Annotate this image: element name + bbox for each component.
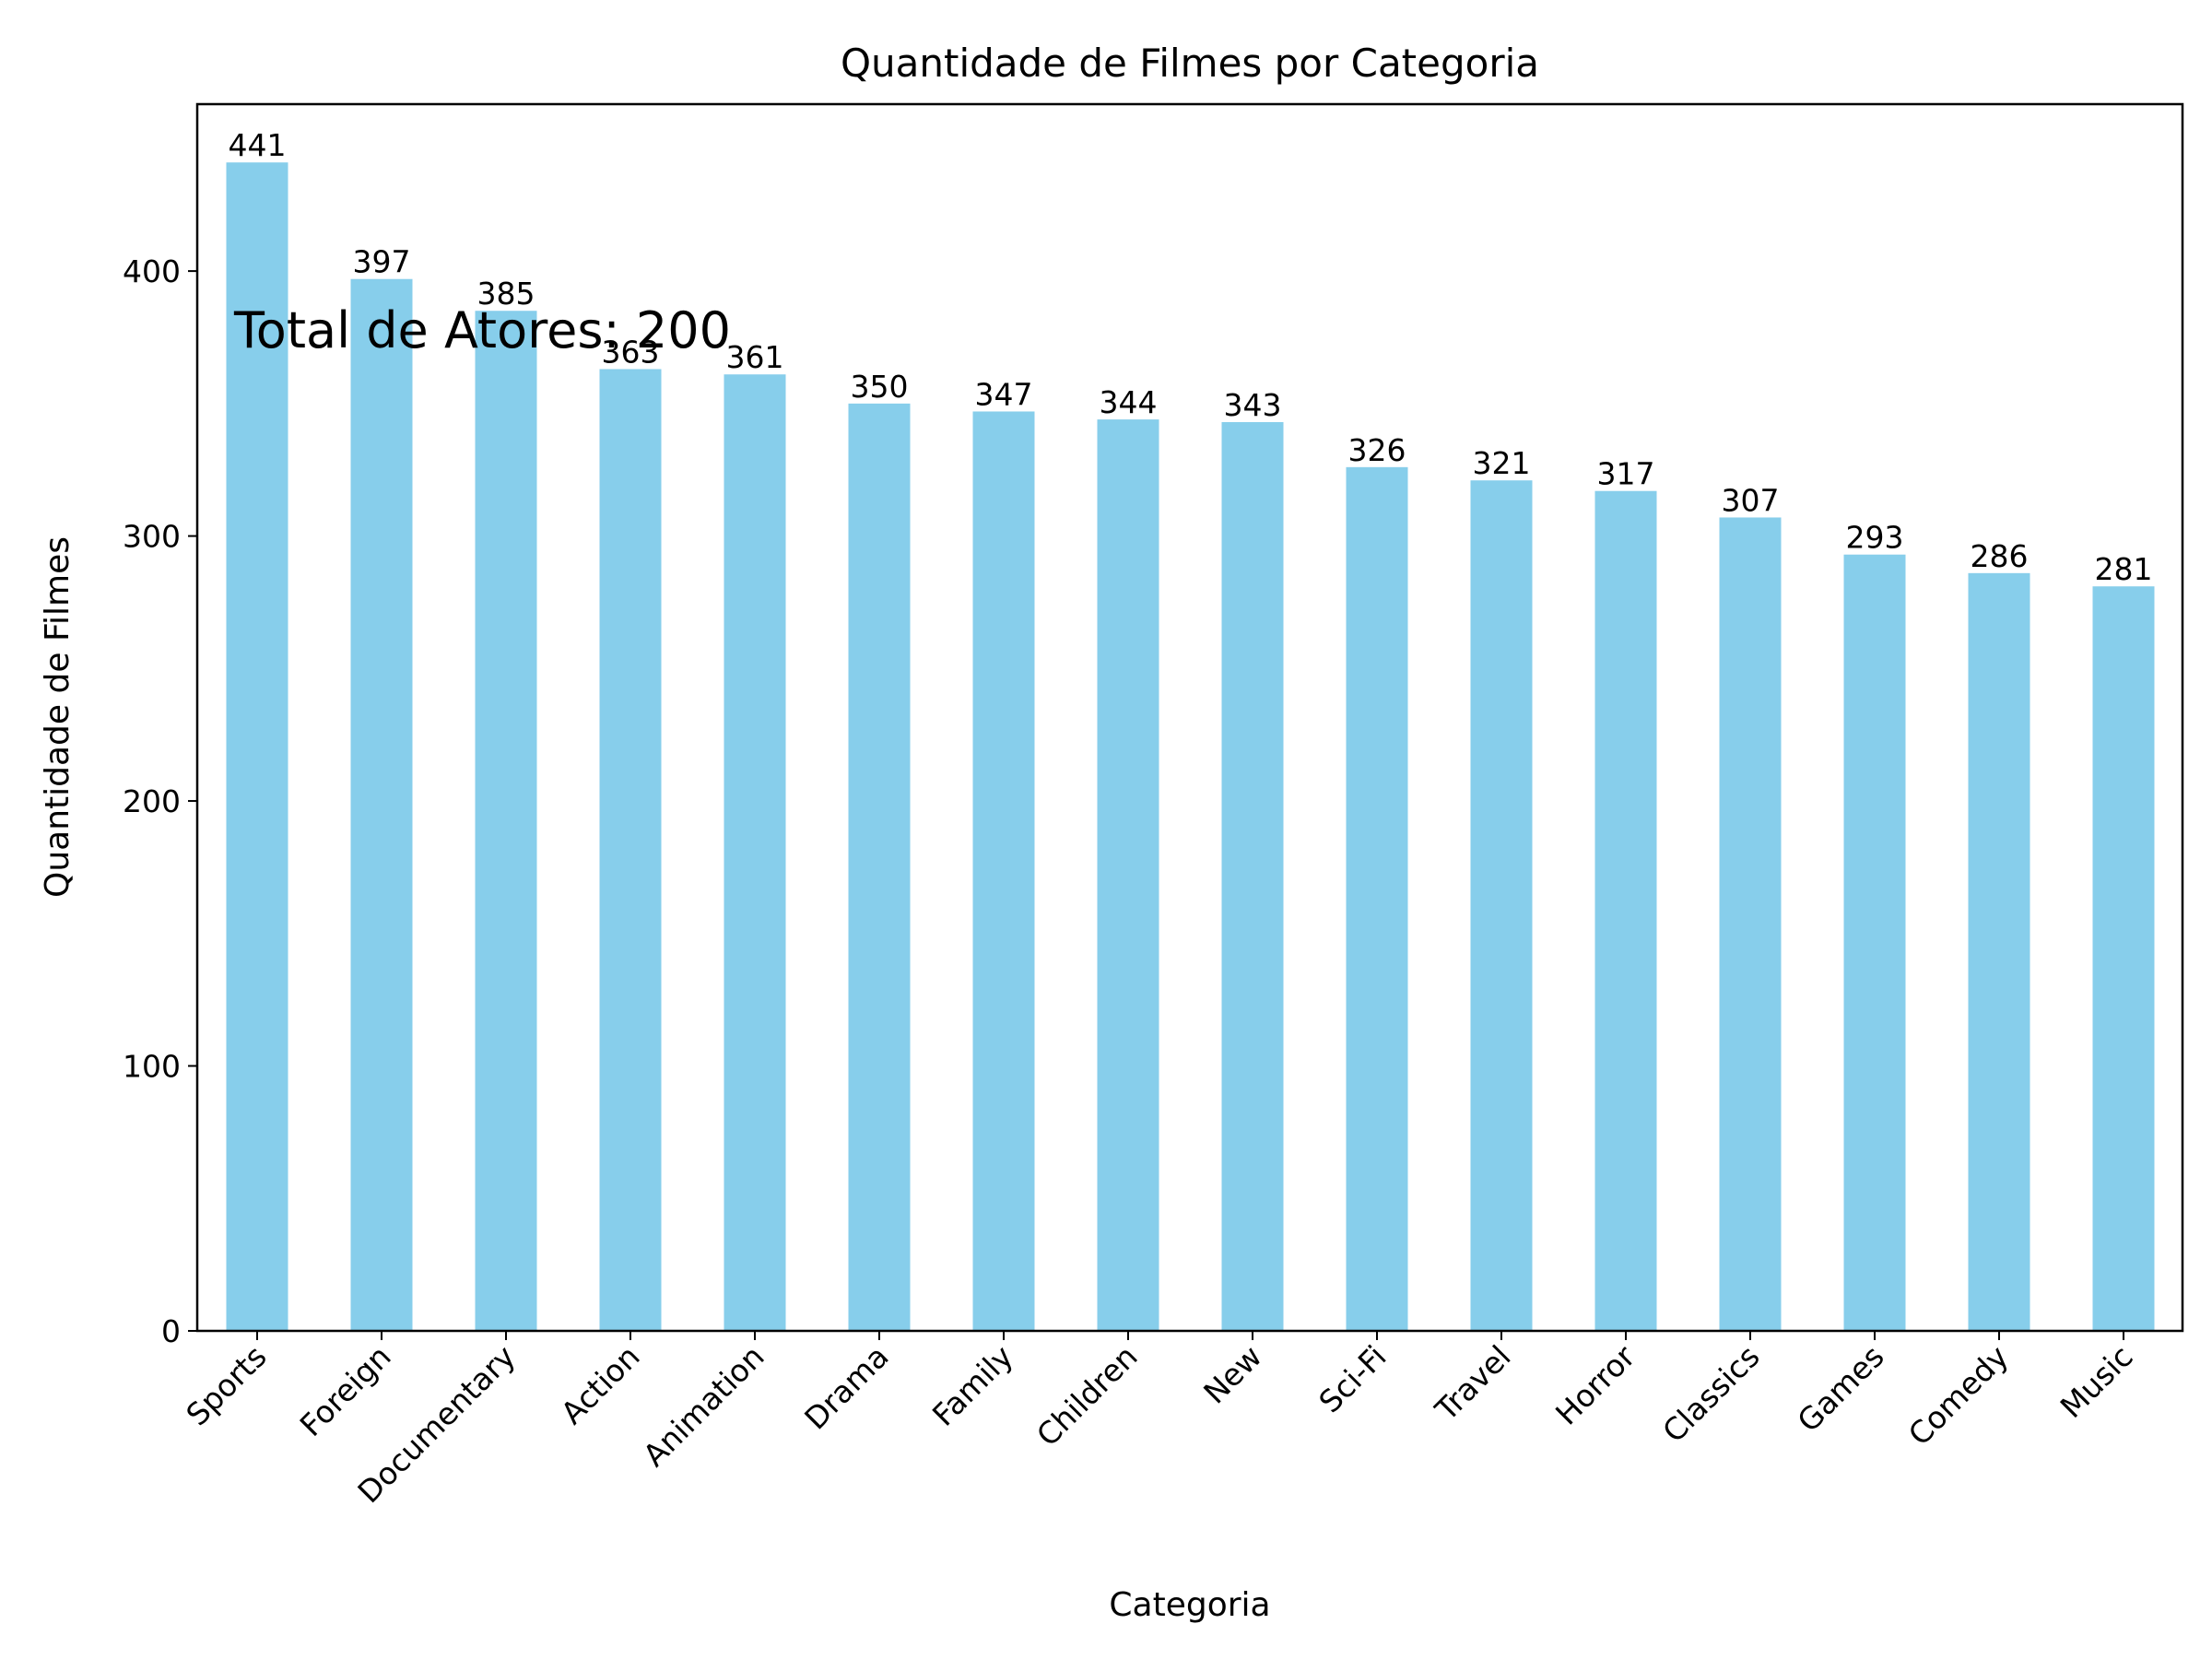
bar-documentary: [475, 311, 537, 1331]
chart-title: Quantidade de Filmes por Categoria: [841, 41, 1539, 86]
data-label-music: 281: [2095, 551, 2153, 587]
bar-comedy: [1968, 572, 2030, 1331]
bars-group: [226, 162, 2155, 1332]
bar-family: [972, 411, 1035, 1331]
bar-sci-fi: [1346, 466, 1408, 1331]
bar-foreign: [350, 278, 413, 1331]
bar-children: [1097, 419, 1159, 1331]
x-tick-label-horror: Horror: [1548, 1338, 1642, 1432]
data-label-comedy: 286: [1971, 538, 2029, 574]
y-axis-label: Quantidade de Filmes: [39, 536, 76, 898]
x-tick-label-foreign: Foreign: [293, 1338, 398, 1443]
total-actors-annotation: Total de Atores: 200: [233, 301, 731, 359]
x-tick-label-sports: Sports: [179, 1338, 273, 1432]
data-label-classics: 307: [1722, 482, 1780, 518]
x-tick-label-children: Children: [1030, 1338, 1145, 1453]
data-label-travel: 321: [1473, 445, 1531, 481]
bar-horror: [1594, 490, 1657, 1331]
x-tick-label-animation: Animation: [636, 1338, 771, 1474]
y-tick-label-0: 0: [161, 1313, 181, 1349]
bar-action: [599, 369, 662, 1331]
y-tick-label-300: 300: [123, 519, 181, 555]
y-tick-label-400: 400: [123, 253, 181, 289]
bar-games: [1843, 554, 1906, 1331]
bar-classics: [1719, 517, 1782, 1331]
bar-drama: [848, 403, 911, 1331]
x-tick-label-family: Family: [925, 1338, 1020, 1433]
data-label-action: 363: [602, 334, 660, 370]
x-axis-label: Categoria: [1109, 1586, 1270, 1624]
x-tick-label-classics: Classics: [1655, 1338, 1766, 1449]
data-label-drama: 350: [851, 369, 909, 405]
x-tick-label-travel: Travel: [1428, 1338, 1518, 1429]
bar-travel: [1470, 480, 1533, 1331]
bar-animation: [724, 374, 786, 1332]
plot-frame: [195, 102, 2184, 1333]
y-axis: 0 100 200 300 400: [123, 253, 197, 1349]
data-label-animation: 361: [726, 339, 784, 375]
x-tick-label-comedy: Comedy: [1901, 1338, 2016, 1453]
x-tick-label-games: Games: [1790, 1338, 1890, 1439]
y-tick-label-100: 100: [123, 1049, 181, 1085]
y-tick-label-200: 200: [123, 783, 181, 819]
data-label-new: 343: [1224, 387, 1282, 423]
bar-sports: [226, 162, 288, 1332]
data-label-children: 344: [1100, 384, 1158, 420]
x-tick-label-drama: Drama: [797, 1338, 895, 1436]
x-tick-label-sci-fi: Sci-Fi: [1312, 1338, 1393, 1419]
data-label-family: 347: [975, 376, 1033, 412]
data-label-foreign: 397: [353, 244, 411, 280]
data-label-games: 293: [1846, 520, 1904, 556]
data-label-horror: 317: [1597, 456, 1655, 492]
data-label-documentary: 385: [477, 276, 535, 312]
x-tick-label-new: New: [1196, 1338, 1268, 1410]
data-label-sci-fi: 326: [1348, 432, 1406, 468]
x-tick-label-music: Music: [2053, 1338, 2140, 1425]
bar-new: [1221, 421, 1284, 1331]
data-label-sports: 441: [229, 127, 287, 163]
data-labels-group: 441 397 385 363 361 350 347 344 343 326 321 317 307 2…: [229, 127, 2153, 587]
bar-music: [2092, 586, 2155, 1331]
x-tick-label-action: Action: [554, 1338, 647, 1431]
